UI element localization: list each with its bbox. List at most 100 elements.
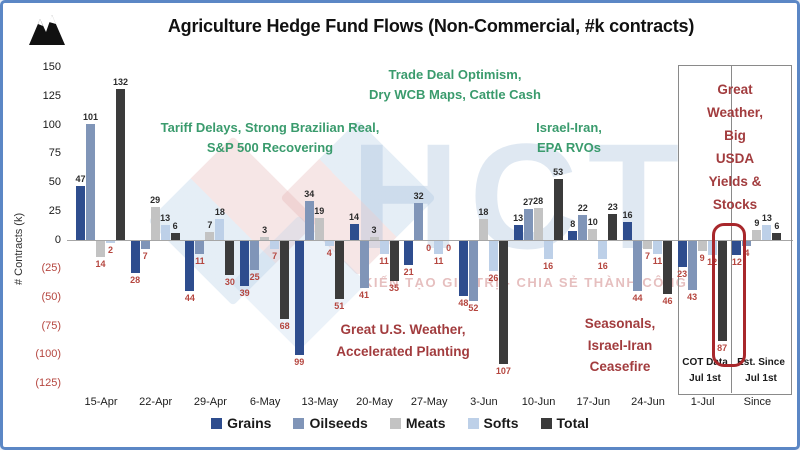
bar-meats xyxy=(369,236,379,240)
bar-oilseeds xyxy=(140,241,150,250)
bar-oilseeds xyxy=(195,241,205,254)
y-tick-label: 150 xyxy=(42,61,61,74)
x-tick-label: Since xyxy=(743,396,772,408)
x-tick-label: 1-Jul xyxy=(690,396,715,408)
y-tick-label: (100) xyxy=(35,348,61,361)
bar-meats xyxy=(314,218,324,240)
y-tick-label: 100 xyxy=(42,118,61,131)
legend-swatch xyxy=(467,417,479,429)
bar-value-label: 107 xyxy=(495,365,511,376)
y-tick-label: (125) xyxy=(35,376,61,389)
x-tick-label: 27-May xyxy=(410,396,448,408)
bar-total xyxy=(498,241,508,364)
bar-value-label: 7 xyxy=(142,251,148,262)
annotation-seasonals: Seasonals, Israel-Iran Ceasefire xyxy=(584,316,656,375)
bar-value-label: 99 xyxy=(294,356,305,367)
total-bar-highlight-box xyxy=(712,223,746,367)
bar-meats xyxy=(752,229,762,240)
bar-value-label: 29 xyxy=(150,194,161,205)
y-tick-label: 25 xyxy=(48,204,61,217)
bar-value-label: 13 xyxy=(513,213,524,224)
bar-softs xyxy=(434,241,444,254)
bar-value-label: 14 xyxy=(348,211,359,222)
bar-value-label: 11 xyxy=(652,255,663,266)
bar-total xyxy=(334,241,344,300)
legend-item-softs: Softs xyxy=(467,415,519,431)
bar-value-label: 3 xyxy=(371,224,377,235)
bar-grains xyxy=(568,230,578,240)
bar-value-label: 43 xyxy=(687,292,698,303)
bar-grains xyxy=(76,186,85,240)
bar-value-label: 27 xyxy=(523,197,534,208)
legend-item-meats: Meats xyxy=(389,415,446,431)
bar-total xyxy=(717,241,727,341)
bar-value-label: 8 xyxy=(570,218,576,229)
bar-value-label: 32 xyxy=(413,191,424,202)
bar-meats xyxy=(150,206,160,240)
bar-value-label: 6 xyxy=(774,221,780,232)
legend-label: Oilseeds xyxy=(309,415,368,431)
bar-value-label: 44 xyxy=(632,293,643,304)
bar-value-label: 53 xyxy=(553,167,564,178)
bar-oilseeds xyxy=(742,241,752,246)
bar-total xyxy=(225,241,235,276)
x-tick-label: 3-Jun xyxy=(470,396,498,408)
bar-meats xyxy=(588,228,598,240)
bar-grains xyxy=(513,225,523,240)
bar-grains xyxy=(240,241,250,286)
bar-value-label: 16 xyxy=(622,209,633,220)
bar-value-label: 52 xyxy=(468,302,479,313)
bar-meats xyxy=(697,241,707,252)
bar-oilseeds xyxy=(578,214,588,240)
bar-total xyxy=(663,241,672,294)
bar-value-label: 22 xyxy=(577,202,588,213)
bar-grains xyxy=(404,241,414,266)
bar-meats xyxy=(260,236,270,240)
bar-softs xyxy=(106,241,115,244)
bar-softs xyxy=(215,219,225,240)
bar-value-label: 11 xyxy=(433,255,444,266)
bar-value-label: 7 xyxy=(207,219,213,230)
y-tick-label: (25) xyxy=(41,262,61,275)
y-tick-label: 125 xyxy=(42,90,61,103)
legend-swatch xyxy=(389,417,401,429)
y-tick-label: 0 xyxy=(54,233,61,246)
bar-value-label: 41 xyxy=(358,290,369,300)
x-tick-label: 15-Apr xyxy=(84,396,118,408)
bar-total xyxy=(280,241,290,319)
bar-value-label: 23 xyxy=(677,269,688,280)
bar-value-label: 18 xyxy=(214,207,225,218)
y-tick-label: (75) xyxy=(41,319,61,332)
y-tick-label: 50 xyxy=(48,176,61,189)
bar-value-label: 16 xyxy=(597,261,608,272)
legend-item-grains: Grains xyxy=(211,415,271,431)
bar-oilseeds xyxy=(633,241,642,292)
callout-right-label: Est. Since Jul 1st xyxy=(737,357,785,384)
bar-softs xyxy=(324,241,334,246)
bar-oilseeds xyxy=(523,209,533,240)
bar-value-label: 28 xyxy=(130,275,141,286)
bar-oilseeds xyxy=(250,241,260,270)
plot-area: 150 125 100 75 50 25 0 (25) (50) (75) (100) (125) 15… xyxy=(3,3,797,447)
bar-grains xyxy=(349,223,359,240)
bar-meats xyxy=(533,207,543,240)
annotation-great-weather: Great Weather, Big USDA Yields & Stocks xyxy=(706,82,764,212)
bar-total xyxy=(170,233,180,240)
bar-total xyxy=(553,179,563,240)
bar-total xyxy=(772,233,782,240)
bar-value-label: 48 xyxy=(458,298,469,309)
legend-swatch xyxy=(211,417,223,429)
bar-value-label: 68 xyxy=(279,320,290,331)
bar-grains xyxy=(623,221,632,240)
bar-grains xyxy=(294,241,304,355)
x-tick-label: 13-May xyxy=(301,396,339,408)
annotation-tariff: Tariff Delays, Strong Brazilian Real, S&… xyxy=(160,120,380,156)
x-tick-label: 20-May xyxy=(356,396,393,408)
bar-value-label: 87 xyxy=(717,342,728,353)
bar-grains xyxy=(677,241,687,268)
bar-value-label: 6 xyxy=(172,221,178,232)
x-tick-label: 10-Jun xyxy=(521,396,556,408)
bar-value-label: 4 xyxy=(326,247,332,258)
bar-value-label: 28 xyxy=(533,195,544,206)
mountain-logo-icon xyxy=(29,15,65,45)
